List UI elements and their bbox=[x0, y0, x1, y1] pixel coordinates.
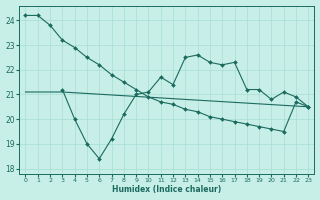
X-axis label: Humidex (Indice chaleur): Humidex (Indice chaleur) bbox=[112, 185, 221, 194]
